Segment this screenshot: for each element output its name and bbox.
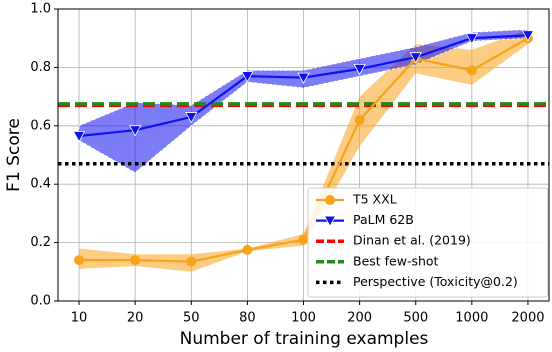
y-tick-label: 0.2 bbox=[30, 235, 51, 250]
x-tick-label: 2000 bbox=[511, 311, 544, 326]
y-tick-label: 0.8 bbox=[30, 60, 51, 75]
x-tick-label: 80 bbox=[239, 311, 256, 326]
marker bbox=[186, 256, 197, 267]
marker bbox=[521, 30, 535, 42]
marker bbox=[298, 234, 309, 245]
y-axis-title: F1 Score bbox=[4, 118, 24, 192]
band bbox=[79, 29, 528, 272]
legend-label: PaLM 62B bbox=[353, 212, 414, 227]
legend-label: T5 XXL bbox=[352, 192, 397, 207]
x-axis-title: Number of training examples bbox=[180, 329, 429, 349]
marker bbox=[72, 131, 86, 143]
y-tick-label: 0.6 bbox=[30, 118, 51, 133]
legend-marker bbox=[325, 195, 335, 205]
x-tick-label: 10 bbox=[71, 311, 88, 326]
x-tick-label: 20 bbox=[127, 311, 144, 326]
legend-label: Best few-shot bbox=[353, 253, 439, 268]
marker bbox=[241, 71, 254, 83]
legend-box bbox=[307, 187, 549, 298]
marker bbox=[185, 112, 198, 124]
y-tick-label: 0.4 bbox=[30, 177, 51, 192]
legend-marker bbox=[323, 215, 337, 227]
x-tick-label: 50 bbox=[183, 311, 200, 326]
marker bbox=[465, 33, 479, 45]
legend: T5 XXL PaLM 62B Dinan et al. (2019) Best fe… bbox=[307, 187, 549, 298]
x-tick-label: 500 bbox=[403, 311, 428, 326]
legend-label: Dinan et al. (2019) bbox=[353, 233, 471, 248]
plot-frame bbox=[57, 8, 550, 302]
x-tick-label: 200 bbox=[347, 311, 372, 326]
legend-label: Perspective (Toxicity@0.2) bbox=[353, 274, 518, 289]
marker bbox=[409, 52, 422, 64]
x-tick-label: 1000 bbox=[455, 311, 488, 326]
marker bbox=[74, 255, 85, 266]
marker bbox=[297, 72, 310, 84]
marker bbox=[130, 255, 141, 266]
marker bbox=[128, 125, 142, 137]
marker bbox=[354, 114, 365, 125]
y-tick-label: 0.0 bbox=[30, 294, 51, 309]
x-tick-label: 100 bbox=[291, 311, 316, 326]
marker bbox=[353, 63, 366, 76]
y-tick-label: 1.0 bbox=[30, 2, 51, 17]
marker bbox=[242, 244, 253, 255]
marker bbox=[466, 65, 477, 76]
